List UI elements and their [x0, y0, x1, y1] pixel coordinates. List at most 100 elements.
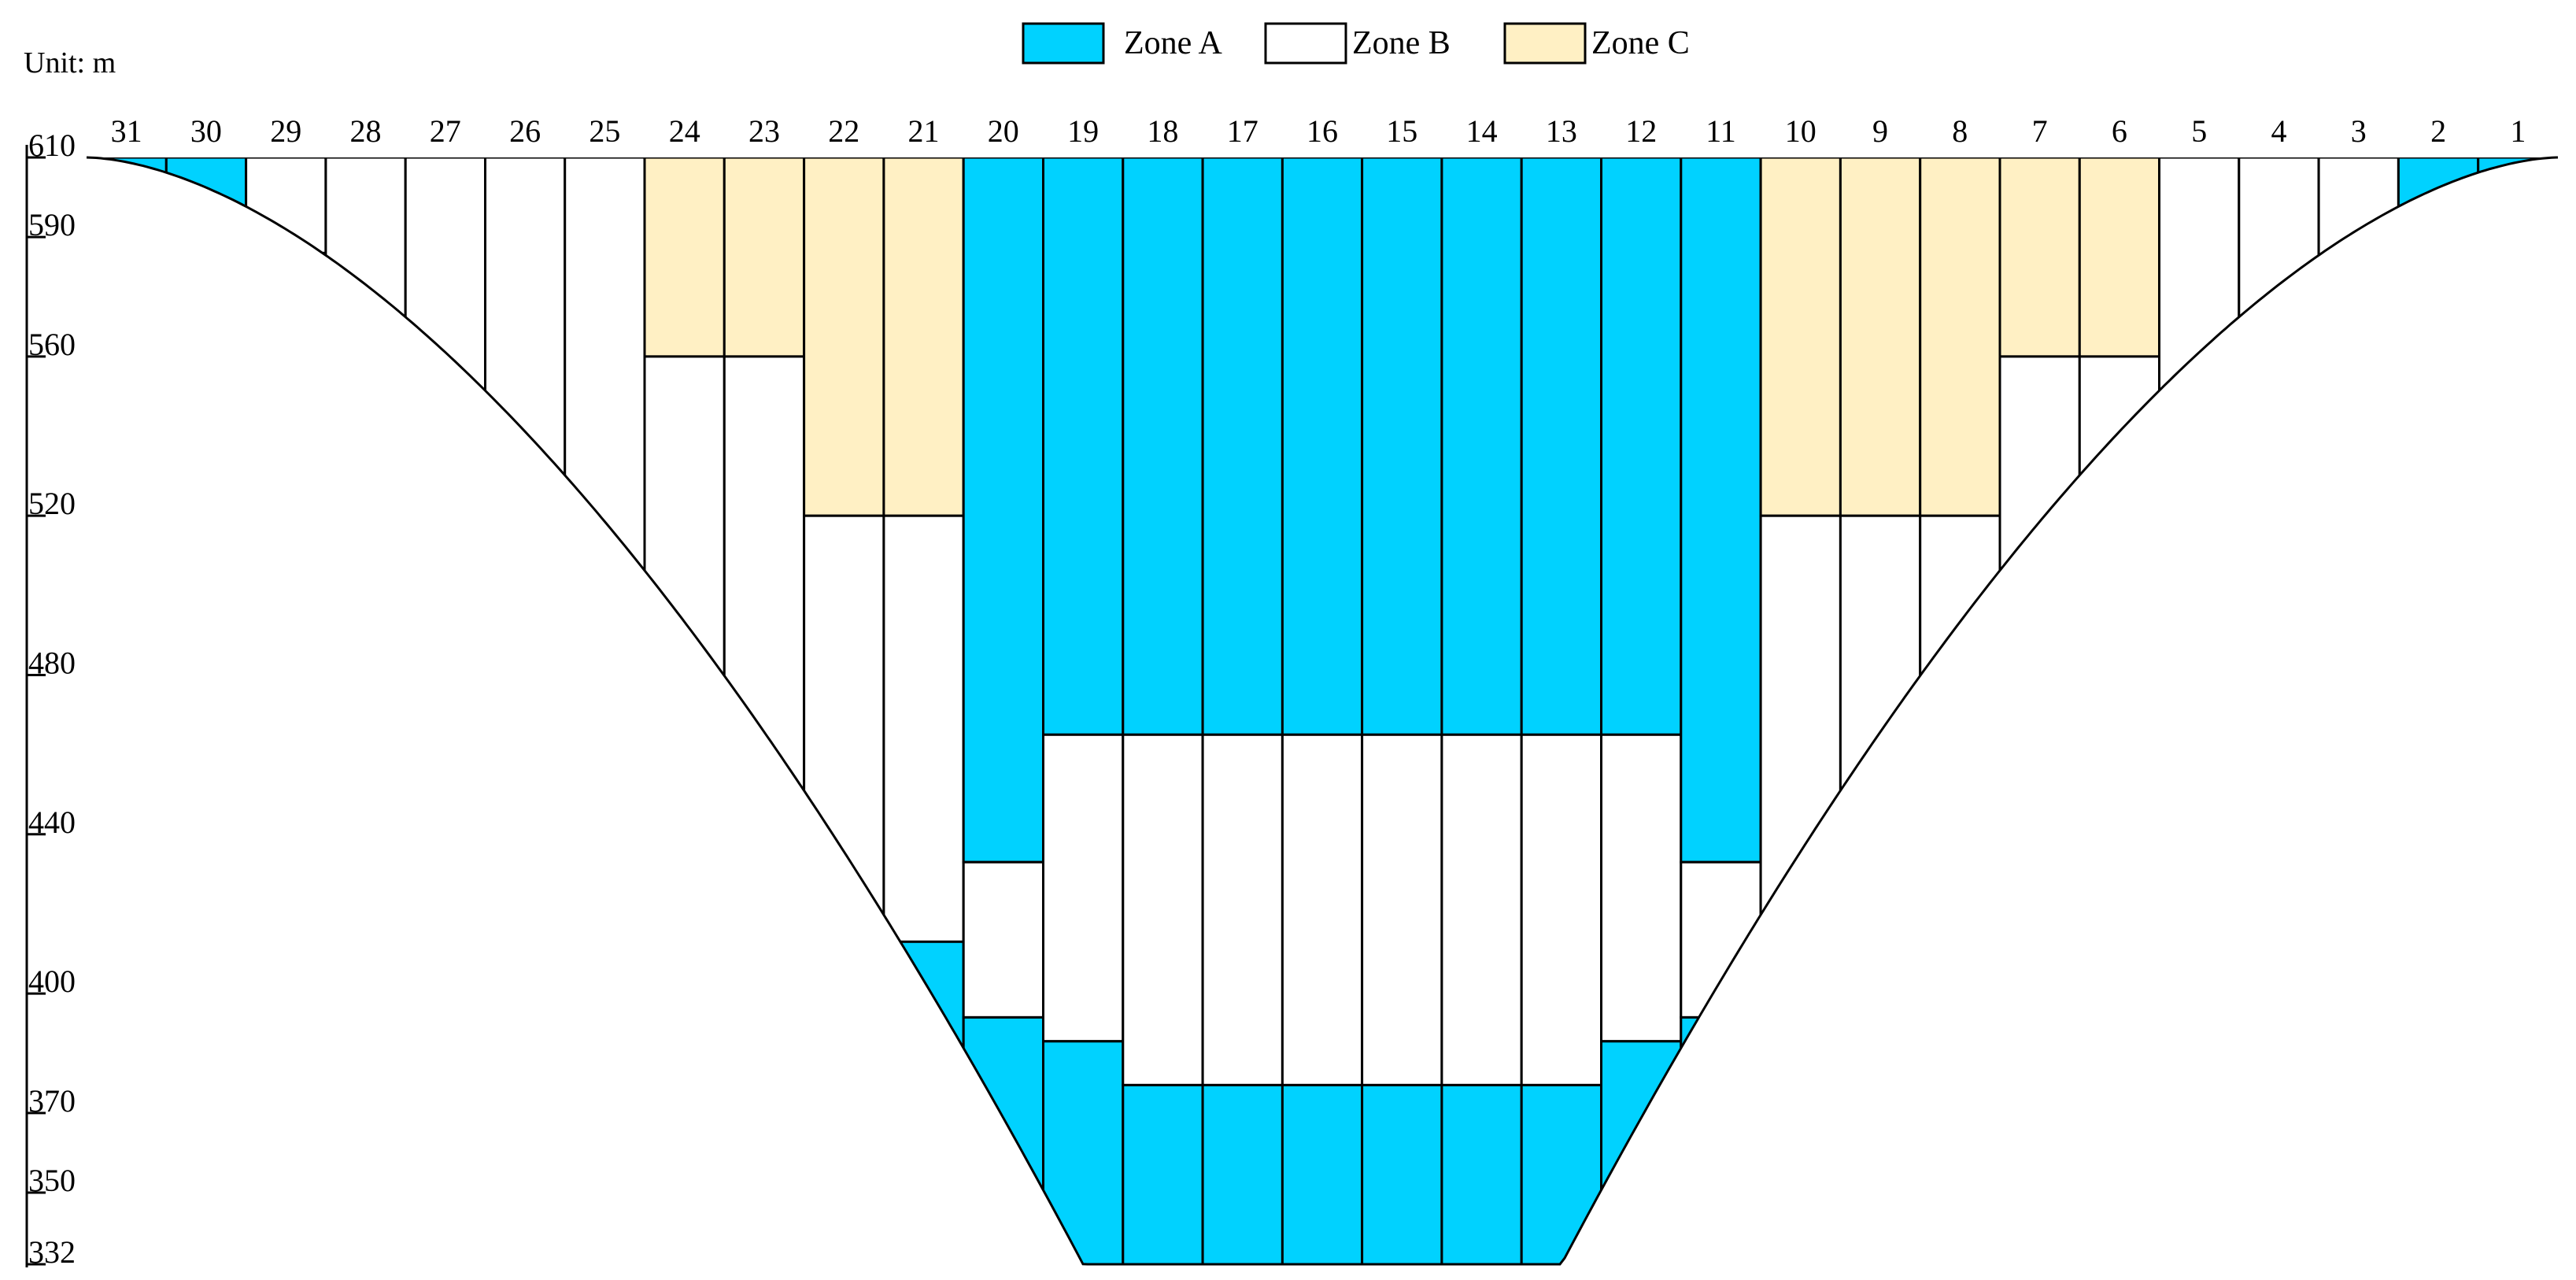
- block-number-label: 29: [270, 113, 301, 149]
- block-30-zone-a: [164, 157, 248, 1264]
- block-19-zone-b: [1042, 733, 1125, 1043]
- block-12-zone-a-upper: [1600, 157, 1683, 736]
- block-number-label: 8: [1952, 113, 1968, 149]
- block-20-zone-b: [962, 860, 1044, 1019]
- elevation-tick-label: 440: [28, 805, 76, 840]
- legend-label-zone-c: Zone C: [1591, 25, 1690, 61]
- block-21-zone-c: [882, 157, 965, 517]
- block-number-label: 28: [350, 113, 382, 149]
- block-number-labels: 31 30 29 28 27 26 25 24 23 22 21 20 19 18 17 16 15 14 13 12…: [111, 113, 2526, 149]
- block-15-zone-a: [1361, 1083, 1443, 1264]
- dam-blocks: [87, 157, 2558, 1264]
- block-5-zone-b: [2158, 157, 2241, 633]
- block-21-zone-a: [882, 940, 965, 1264]
- block-1-zone-a: [2477, 157, 2558, 1264]
- block-31-zone-a: [87, 157, 168, 1264]
- block-14-zone-a: [1440, 1083, 1523, 1264]
- block-23-zone-b: [723, 355, 806, 864]
- block-16-zone-a: [1281, 1083, 1364, 1264]
- block-8-zone-a: [1919, 901, 2001, 1264]
- elevation-tick-label: 590: [28, 207, 76, 242]
- elevation-axis: 610 590 560 520 480 440 400 370 350 332: [25, 128, 76, 1270]
- block-number-label: 15: [1386, 113, 1417, 149]
- legend-swatch-zone-b: [1264, 22, 1347, 65]
- block-11-zone-a-upper: [1680, 157, 1762, 864]
- block-14-zone-b: [1440, 733, 1523, 1086]
- block-18-zone-a-upper: [1122, 157, 1204, 736]
- legend-label-zone-b: Zone B: [1352, 25, 1451, 61]
- legend-swatch-zone-c: [1503, 22, 1587, 65]
- block-8-zone-b: [1919, 514, 2001, 904]
- block-8-zone-c: [1919, 157, 2001, 517]
- legend-label-zone-a: Zone A: [1124, 25, 1222, 61]
- legend: Zone A Zone B Zone C: [1022, 22, 1690, 65]
- block-19-zone-a: [1042, 1040, 1125, 1264]
- block-7-zone-c: [1998, 157, 2081, 358]
- block-17-zone-b: [1201, 733, 1284, 1086]
- block-7-zone-b: [1998, 355, 2081, 808]
- block-27-zone-a: [404, 419, 487, 1264]
- block-number-label: 10: [1785, 113, 1817, 149]
- block-23-zone-a: [723, 860, 806, 1264]
- legend-swatch-zone-a: [1022, 22, 1105, 65]
- block-27-zone-b: [404, 157, 487, 422]
- block-number-label: 22: [828, 113, 859, 149]
- block-number-label: 13: [1546, 113, 1577, 149]
- block-10-zone-b: [1759, 514, 1842, 983]
- block-4-zone-b: [2238, 157, 2320, 478]
- block-17-zone-a-upper: [1201, 157, 1284, 736]
- block-22-zone-b: [803, 514, 885, 943]
- block-6-zone-b: [2078, 355, 2161, 753]
- block-12-zone-b: [1600, 733, 1683, 1043]
- block-number-label: 27: [430, 113, 461, 149]
- block-25-zone-b: [564, 157, 646, 685]
- block-number-label: 17: [1227, 113, 1258, 149]
- block-4-zone-a: [2238, 475, 2320, 1264]
- block-20-zone-a: [962, 1015, 1044, 1264]
- block-21-zone-b: [882, 514, 965, 943]
- block-15-zone-b: [1361, 733, 1443, 1086]
- block-6-zone-a: [2078, 749, 2161, 1264]
- block-9-zone-c: [1839, 157, 1922, 517]
- block-11-zone-b: [1680, 860, 1762, 1019]
- block-number-label: 26: [509, 113, 541, 149]
- block-18-zone-a: [1122, 1083, 1204, 1264]
- block-number-label: 9: [1872, 113, 1888, 149]
- block-29-zone-b: [245, 157, 327, 254]
- block-number-label: 30: [190, 113, 222, 149]
- block-number-label: 21: [908, 113, 940, 149]
- block-24-zone-c: [643, 157, 726, 358]
- block-15-zone-a-upper: [1361, 157, 1443, 736]
- block-16-zone-a-upper: [1281, 157, 1364, 736]
- block-7-zone-a: [1998, 805, 2081, 1264]
- block-10-zone-a: [1759, 980, 1842, 1264]
- block-26-zone-a: [484, 538, 567, 1264]
- block-13-zone-b: [1520, 733, 1602, 1086]
- block-number-label: 12: [1625, 113, 1657, 149]
- block-number-label: 3: [2351, 113, 2367, 149]
- block-number-label: 1: [2510, 113, 2526, 149]
- block-16-zone-b: [1281, 733, 1364, 1086]
- block-20-zone-a-upper: [962, 157, 1044, 864]
- block-number-label: 16: [1306, 113, 1338, 149]
- canyon-profile-outline: [86, 156, 2558, 1266]
- block-10-zone-c: [1759, 157, 1842, 517]
- block-number-label: 20: [988, 113, 1019, 149]
- block-24-zone-a: [643, 777, 726, 1264]
- elevation-tick-label: 370: [28, 1083, 76, 1119]
- block-number-label: 31: [111, 113, 142, 149]
- elevation-tick-label: 610: [28, 128, 76, 163]
- block-28-zone-b: [324, 157, 407, 350]
- elevation-tick-label: 520: [28, 486, 76, 521]
- unit-label: Unit: m: [24, 46, 116, 80]
- block-13-zone-a: [1520, 1083, 1602, 1264]
- block-25-zone-a: [564, 682, 646, 1264]
- block-13-zone-a-upper: [1520, 157, 1602, 736]
- block-number-label: 18: [1147, 113, 1178, 149]
- block-26-zone-b: [484, 157, 567, 541]
- block-22-zone-c: [803, 157, 885, 517]
- block-number-label: 7: [2032, 113, 2048, 149]
- block-number-label: 23: [748, 113, 780, 149]
- block-number-label: 6: [2112, 113, 2127, 149]
